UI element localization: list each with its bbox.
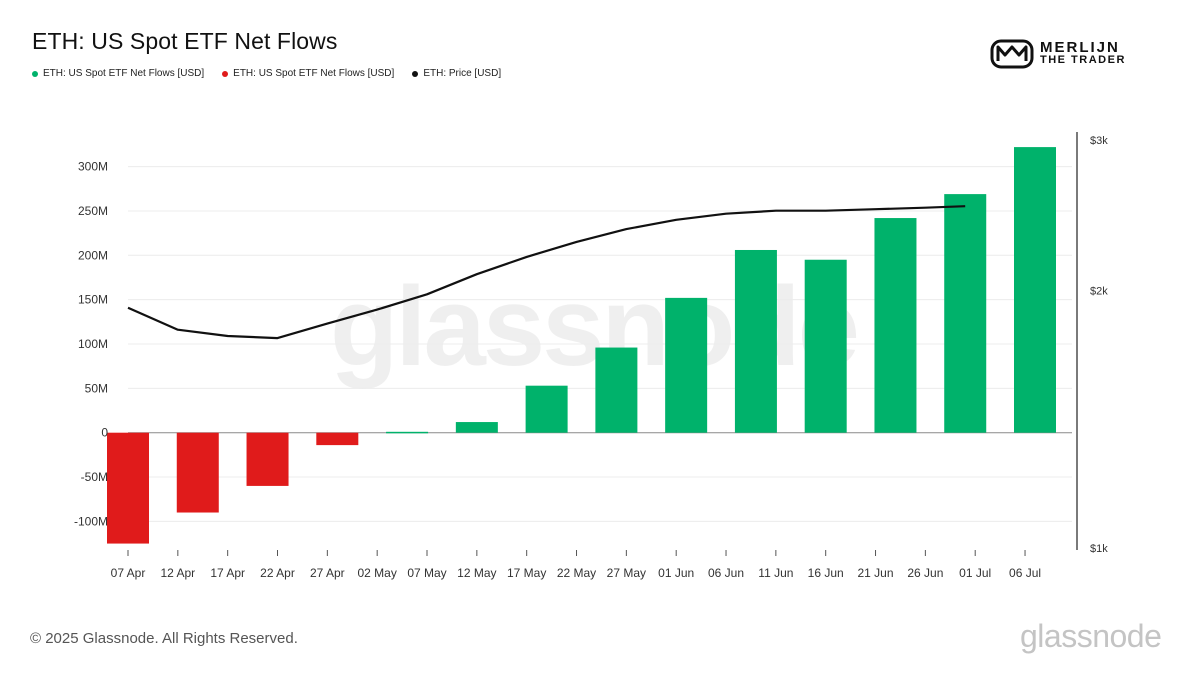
legend-dot-red bbox=[222, 70, 229, 77]
x-tick-label: 02 May bbox=[357, 566, 396, 580]
x-tick-label: 17 May bbox=[507, 566, 546, 580]
flow-bar bbox=[804, 259, 847, 433]
merlijn-logo-icon bbox=[990, 39, 1034, 69]
x-tick-label: 07 May bbox=[407, 566, 446, 580]
y-tick-label: -50M bbox=[81, 470, 108, 484]
copyright-text: © 2025 Glassnode. All Rights Reserved. bbox=[30, 630, 298, 647]
logo-text-line1: MERLIJN bbox=[1040, 39, 1120, 56]
x-tick-label: 26 Jun bbox=[907, 566, 943, 580]
right-y-tick-label: $1k bbox=[1090, 543, 1108, 555]
x-tick-label: 12 Apr bbox=[160, 566, 195, 580]
flow-bar bbox=[246, 432, 289, 486]
x-tick-label: 01 Jun bbox=[658, 566, 694, 580]
x-tick-label: 27 May bbox=[607, 566, 646, 580]
legend-item-positive-flows[interactable]: ETH: US Spot ETF Net Flows [USD] bbox=[32, 68, 204, 79]
glassnode-footer-logo: glassnode bbox=[1020, 618, 1162, 654]
merlijn-logo: MERLIJN THE TRADER bbox=[990, 38, 1150, 70]
flow-bar bbox=[944, 194, 987, 433]
price-line-layer bbox=[127, 205, 966, 340]
chart-title: ETH: US Spot ETF Net Flows bbox=[32, 28, 338, 54]
legend-label: ETH: Price [USD] bbox=[423, 68, 502, 79]
legend-item-negative-flows[interactable]: ETH: US Spot ETF Net Flows [USD] bbox=[222, 68, 394, 79]
right-y-tick-label: $2k bbox=[1090, 286, 1108, 298]
flow-bar bbox=[176, 432, 219, 513]
x-tick-label: 11 Jun bbox=[758, 566, 793, 580]
legend-item-price[interactable]: ETH: Price [USD] bbox=[412, 68, 501, 79]
flow-bar bbox=[874, 218, 917, 433]
y-tick-label: 250M bbox=[78, 204, 108, 218]
flow-bar bbox=[455, 422, 498, 433]
x-tick-label: 06 Jul bbox=[1009, 566, 1041, 580]
x-tick-label: 07 Apr bbox=[111, 566, 146, 580]
y-tick-label: 0 bbox=[101, 426, 108, 440]
x-tick-label: 21 Jun bbox=[858, 566, 894, 580]
x-tick-label: 27 Apr bbox=[310, 566, 345, 580]
flow-bar bbox=[316, 432, 359, 446]
y-tick-label: -100M bbox=[74, 514, 108, 528]
legend-label: ETH: US Spot ETF Net Flows [USD] bbox=[233, 68, 395, 79]
flow-bar bbox=[595, 347, 638, 433]
flow-bar bbox=[386, 431, 429, 434]
flow-bar bbox=[665, 297, 708, 433]
chart-legend: ETH: US Spot ETF Net Flows [USD] ETH: US… bbox=[32, 68, 501, 79]
x-tick-label: 17 Apr bbox=[210, 566, 245, 580]
x-tick-label: 01 Jul bbox=[959, 566, 991, 580]
axes-layer: -100M -50M 0 50M 100M 150M 200M 250M 300M $1k $2k $… bbox=[74, 132, 1108, 580]
legend-label: ETH: US Spot ETF Net Flows [USD] bbox=[43, 68, 205, 79]
y-tick-label: 150M bbox=[78, 293, 108, 307]
right-y-tick-label: $3k bbox=[1090, 135, 1108, 147]
x-tick-label: 12 May bbox=[457, 566, 496, 580]
flow-bar bbox=[1014, 147, 1056, 433]
y-tick-label: 300M bbox=[78, 160, 108, 174]
legend-dot-black bbox=[412, 70, 419, 77]
y-tick-label: 50M bbox=[85, 381, 108, 395]
y-tick-label: 200M bbox=[78, 248, 108, 262]
flow-bar bbox=[107, 432, 149, 544]
flow-bar bbox=[525, 385, 568, 433]
x-tick-label: 22 May bbox=[557, 566, 596, 580]
x-tick-label: 06 Jun bbox=[708, 566, 744, 580]
legend-dot-green bbox=[32, 70, 38, 77]
x-tick-label: 22 Apr bbox=[260, 566, 295, 580]
price-line bbox=[127, 205, 966, 340]
flow-bar bbox=[734, 249, 777, 433]
bars-layer bbox=[107, 147, 1056, 544]
x-tick-label: 16 Jun bbox=[808, 566, 844, 580]
logo-text-line2: THE TRADER bbox=[1040, 54, 1126, 66]
y-tick-label: 100M bbox=[78, 337, 108, 351]
